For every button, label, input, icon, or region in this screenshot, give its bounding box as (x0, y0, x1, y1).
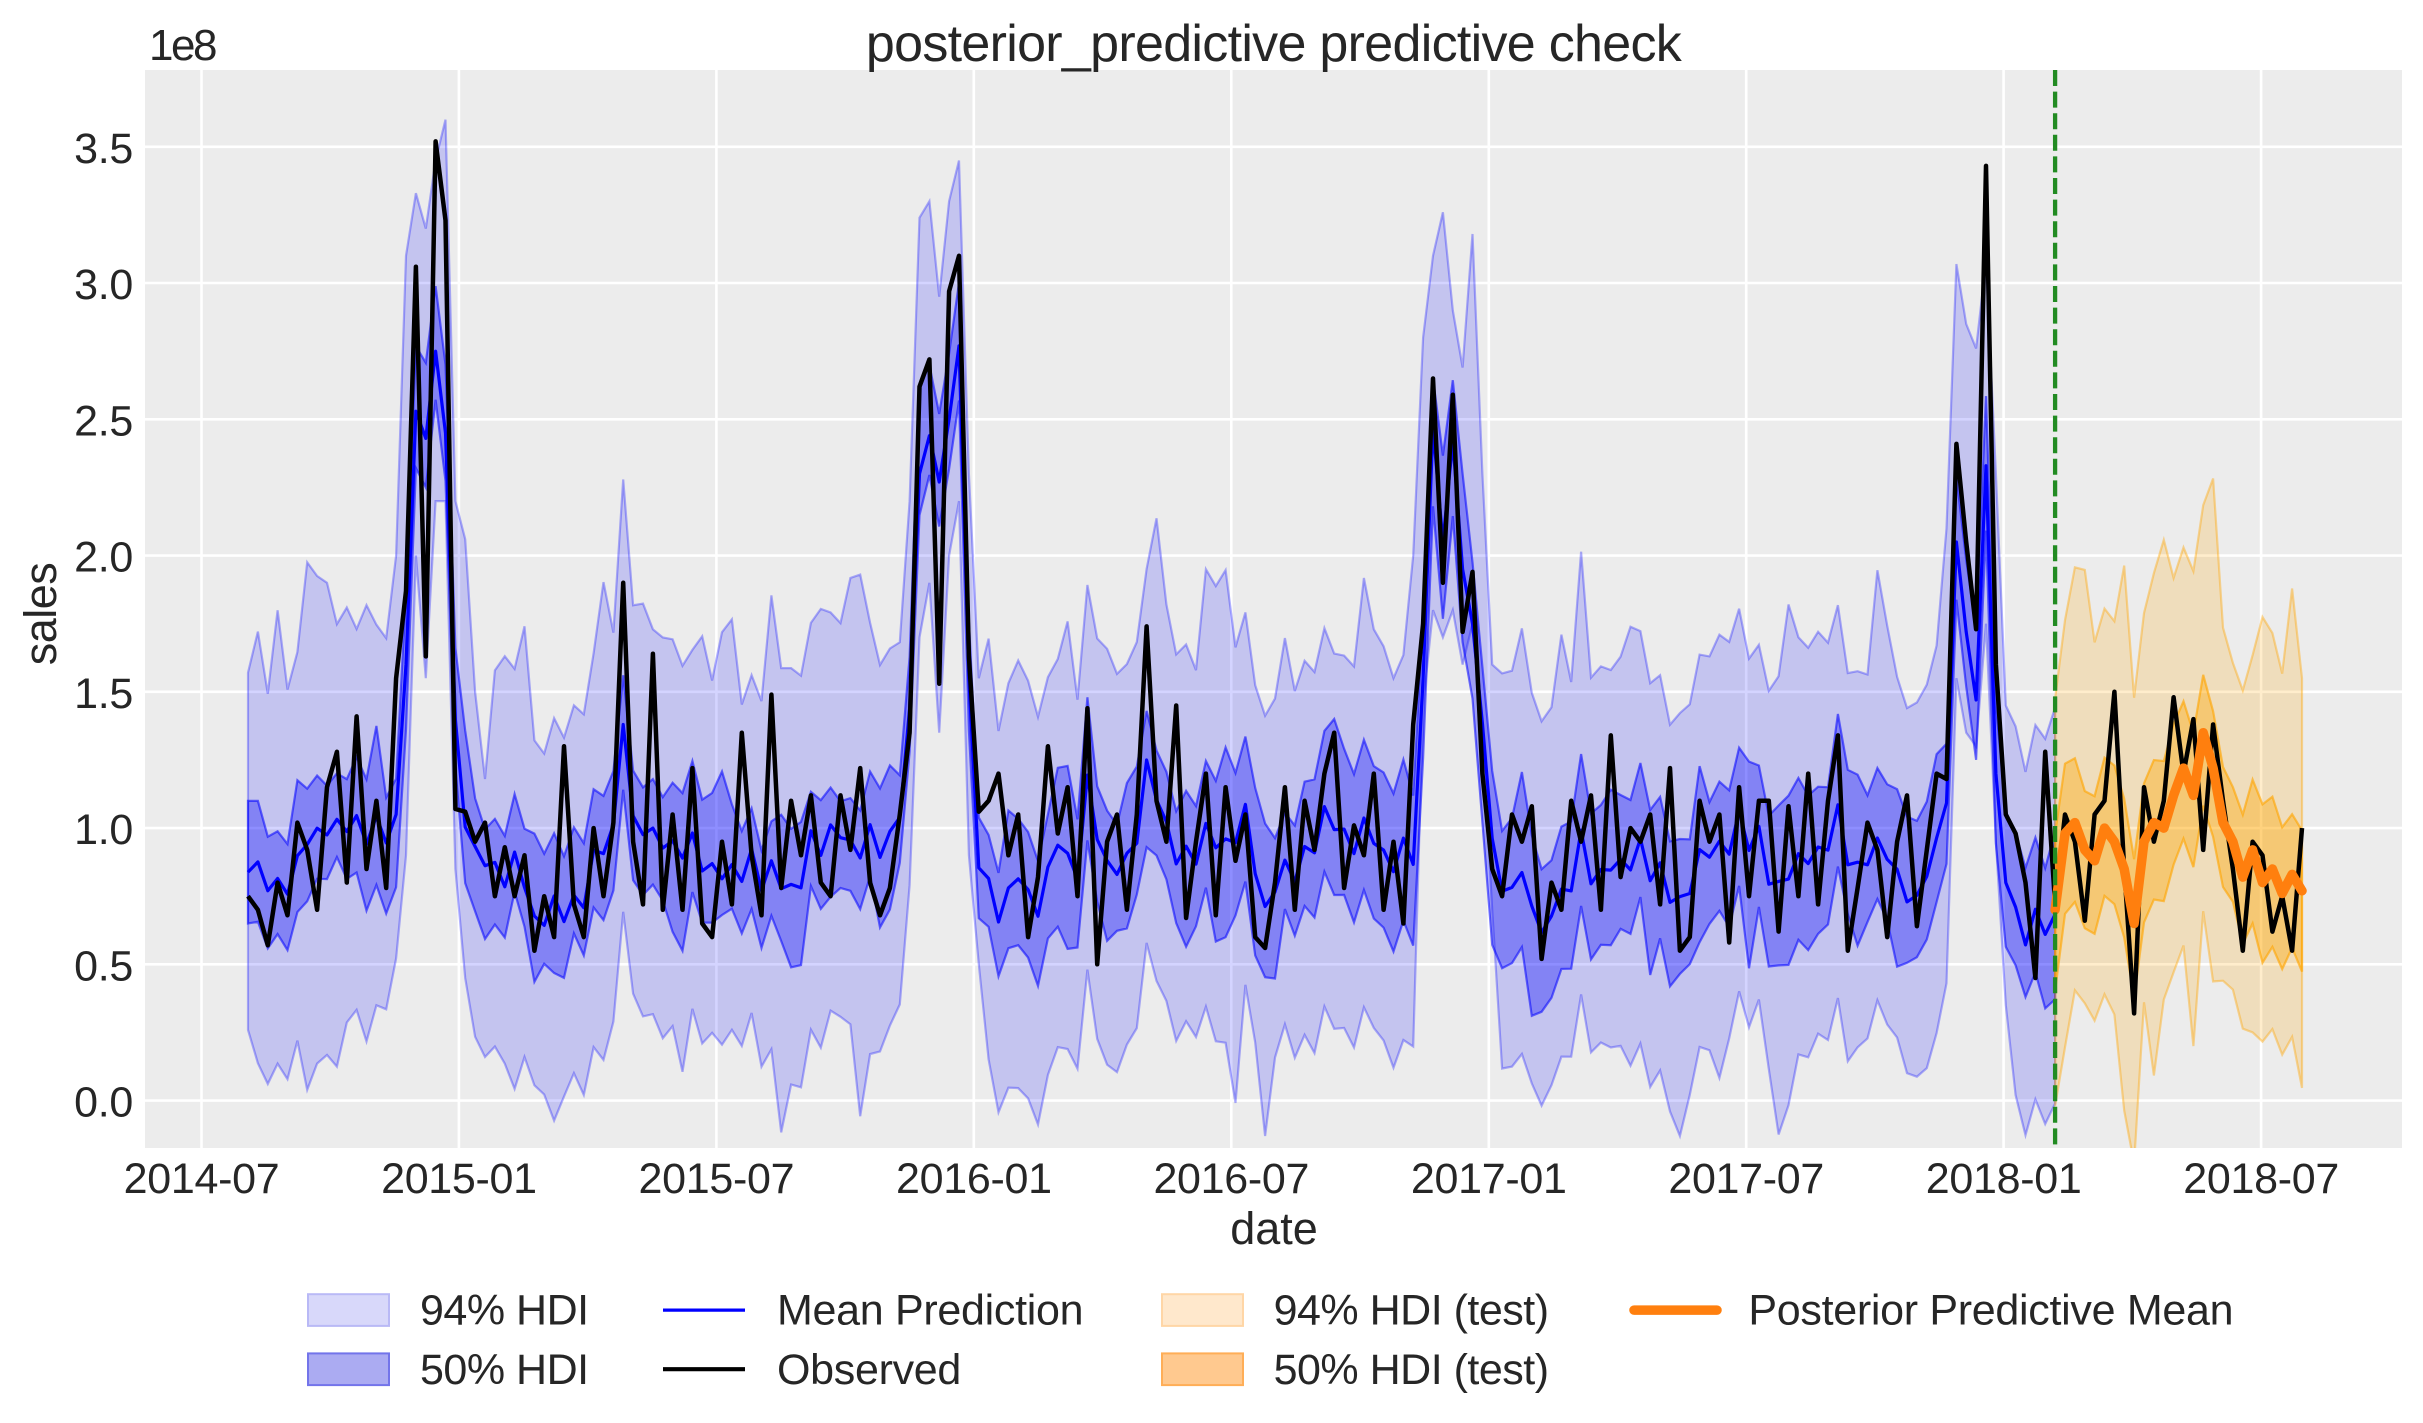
svg-text:1.0: 1.0 (74, 806, 133, 854)
svg-text:Observed: Observed (777, 1346, 961, 1394)
svg-text:1e8: 1e8 (149, 21, 216, 70)
svg-text:94% HDI: 94% HDI (420, 1287, 589, 1335)
svg-text:Mean Prediction: Mean Prediction (777, 1287, 1083, 1335)
svg-text:3.5: 3.5 (74, 125, 133, 173)
svg-text:2.0: 2.0 (74, 534, 133, 582)
svg-text:2014-07: 2014-07 (124, 1155, 280, 1203)
svg-text:0.0: 0.0 (74, 1079, 133, 1127)
svg-text:2016-07: 2016-07 (1153, 1155, 1309, 1203)
svg-text:50% HDI (test): 50% HDI (test) (1274, 1346, 1549, 1394)
svg-text:posterior_predictive predictiv: posterior_predictive predictive check (866, 15, 1683, 73)
svg-text:2017-01: 2017-01 (1411, 1155, 1567, 1203)
svg-text:2015-01: 2015-01 (381, 1155, 537, 1203)
svg-text:date: date (1230, 1203, 1318, 1254)
svg-text:2018-01: 2018-01 (1926, 1155, 2082, 1203)
svg-text:2018-07: 2018-07 (2183, 1155, 2339, 1203)
svg-text:2015-07: 2015-07 (639, 1155, 795, 1203)
svg-text:50% HDI: 50% HDI (420, 1346, 589, 1394)
svg-text:1.5: 1.5 (74, 670, 133, 718)
svg-text:0.5: 0.5 (74, 942, 133, 990)
svg-text:3.0: 3.0 (74, 261, 133, 309)
svg-text:sales: sales (15, 563, 66, 666)
svg-text:94% HDI (test): 94% HDI (test) (1274, 1287, 1549, 1335)
svg-text:2016-01: 2016-01 (896, 1155, 1052, 1203)
svg-text:Posterior Predictive Mean: Posterior Predictive Mean (1748, 1287, 2233, 1335)
svg-text:2.5: 2.5 (74, 397, 133, 445)
svg-text:2017-07: 2017-07 (1668, 1155, 1824, 1203)
